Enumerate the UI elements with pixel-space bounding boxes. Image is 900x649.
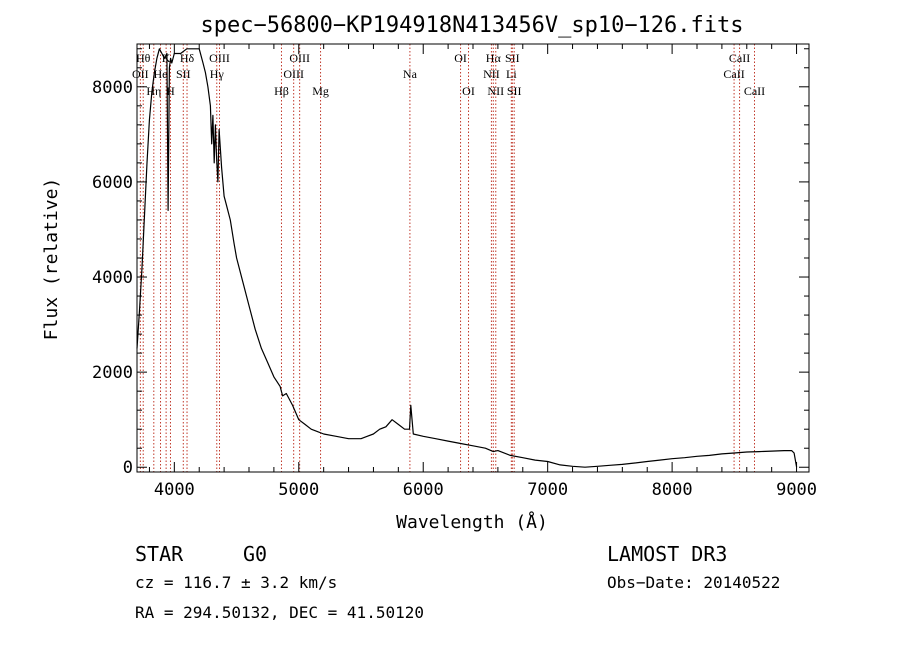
line-label: CaII	[729, 51, 750, 65]
ra-dec: RA = 294.50132, DEC = 41.50120	[135, 603, 424, 622]
x-tick-label: 7000	[527, 480, 568, 500]
line-label: SII	[176, 67, 191, 81]
line-label: K	[162, 51, 171, 65]
y-tick-label: 2000	[92, 363, 133, 383]
chart-title: spec−56800−KP194918N413456V_sp10−126.fit…	[200, 13, 743, 38]
obs-date: Obs−Date: 20140522	[607, 573, 780, 592]
x-tick-label: 4000	[154, 480, 195, 500]
y-axis-label: Flux (relative)	[41, 178, 62, 341]
line-label: NII	[487, 84, 504, 98]
line-label: OI	[454, 51, 467, 65]
line-label: OIII	[209, 51, 230, 65]
y-tick-label: 0	[123, 458, 133, 478]
line-label: Mg	[312, 84, 329, 98]
line-label: OIII	[289, 51, 310, 65]
redshift-cz: cz = 116.7 ± 3.2 km/s	[135, 573, 337, 592]
x-axis-label: Wavelength (Å)	[396, 511, 548, 533]
line-label: Hα	[486, 51, 502, 65]
x-tick-label: 9000	[776, 480, 817, 500]
line-label: He	[154, 67, 168, 81]
plot-frame	[136, 43, 810, 473]
line-label: Hδ	[180, 51, 195, 65]
y-tick-label: 8000	[92, 78, 133, 98]
survey-name: LAMOST DR3	[607, 542, 727, 566]
x-tick-label: 5000	[278, 480, 319, 500]
line-label: OIII	[283, 67, 304, 81]
line-label: CaII	[723, 67, 744, 81]
line-label: H	[166, 84, 175, 98]
object-class: STAR	[135, 542, 184, 566]
x-tick-label: 8000	[652, 480, 693, 500]
line-label: Hγ	[210, 67, 225, 81]
axis-ticks: 4000 5000 6000 7000 8000 9000 0 2000 4000 6000 800…	[92, 44, 817, 500]
spectrum-series	[136, 48, 798, 468]
line-label: Na	[403, 67, 418, 81]
line-label: Hβ	[274, 84, 289, 98]
series-line-flux	[136, 48, 798, 468]
y-tick-label: 6000	[92, 173, 133, 193]
line-label: Hθ	[136, 51, 151, 65]
subclass: G0	[243, 542, 267, 566]
line-label: OI	[462, 84, 475, 98]
y-tick-label: 4000	[92, 268, 133, 288]
line-label: NII	[483, 67, 500, 81]
line-label: SII	[507, 84, 522, 98]
line-label: SII	[505, 51, 520, 65]
x-tick-label: 6000	[403, 480, 444, 500]
line-label: Li	[506, 67, 517, 81]
line-label: OII	[132, 67, 149, 81]
line-label: Hη	[146, 84, 161, 98]
line-label: CaII	[744, 84, 765, 98]
